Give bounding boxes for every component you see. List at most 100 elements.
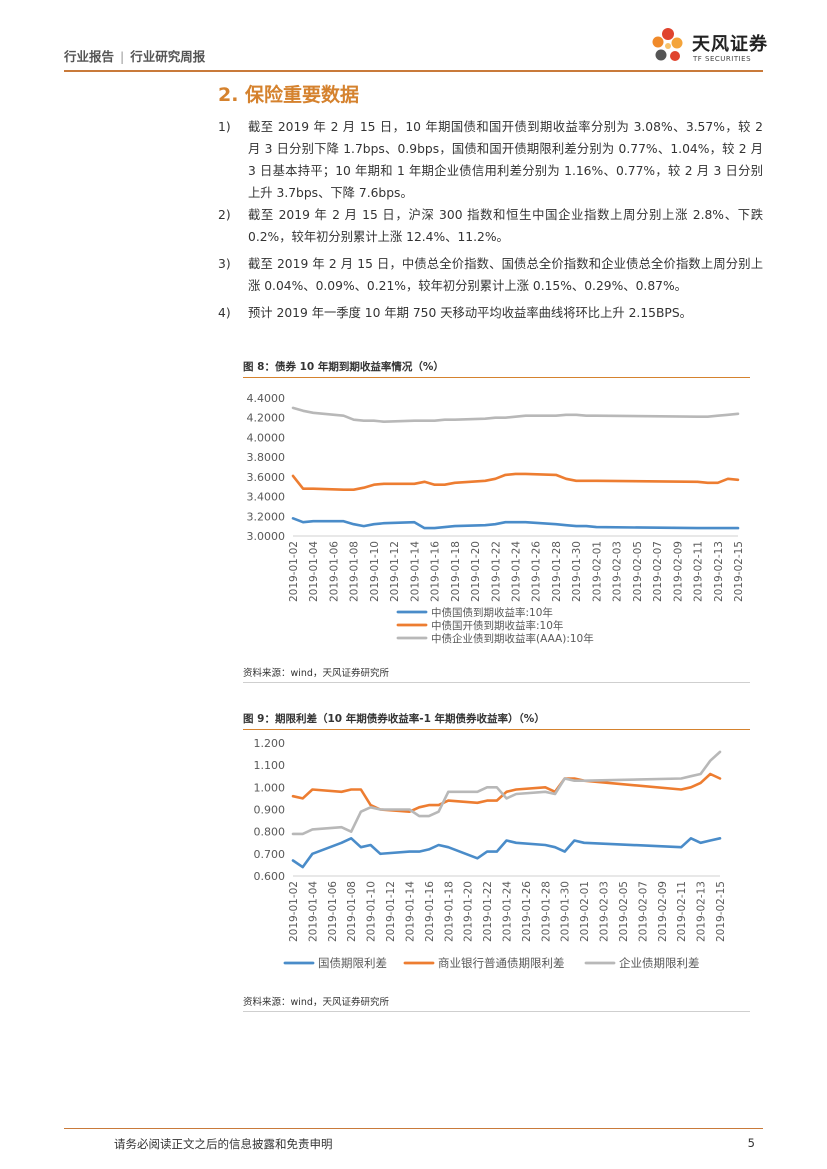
- x-tick-label: 2019-01-18: [450, 541, 462, 602]
- series-line: [291, 406, 740, 424]
- x-tick-label: 2019-01-04: [308, 541, 320, 602]
- y-tick-label: 0.600: [254, 870, 286, 883]
- legend-label: 中债国债到期收益率:10年: [431, 606, 553, 619]
- figure-8-rule: [243, 377, 750, 378]
- series-line: [291, 837, 722, 869]
- x-tick-label: 2019-01-10: [366, 881, 378, 942]
- item-text: 截至 2019 年 2 月 15 日，中债总全价指数、国债总全价指数和企业债总全…: [248, 257, 763, 293]
- x-tick-label: 2019-02-03: [599, 881, 611, 942]
- x-tick-label: 2019-01-08: [346, 881, 358, 942]
- series-line: [291, 750, 722, 836]
- x-tick-label: 2019-02-11: [693, 541, 705, 602]
- x-tick-label: 2019-01-30: [560, 881, 572, 942]
- y-tick-label: 1.200: [254, 737, 286, 750]
- y-tick-label: 1.000: [254, 781, 286, 794]
- legend-label: 中债国开债到期收益率:10年: [431, 619, 563, 632]
- figure-8-source-rule: [243, 682, 750, 683]
- x-tick-label: 2019-02-13: [713, 541, 725, 602]
- y-tick-label: 4.0000: [247, 431, 286, 444]
- x-tick-label: 2019-02-07: [652, 541, 664, 602]
- list-item: 4) 预计 2019 年一季度 10 年期 750 天移动平均收益率曲线将环比上…: [218, 302, 763, 324]
- x-tick-label: 2019-01-08: [349, 541, 361, 602]
- x-tick-label: 2019-02-01: [591, 541, 603, 602]
- x-tick-label: 2019-01-28: [540, 881, 552, 942]
- report-type: 行业报告: [64, 49, 115, 64]
- report-subtype: 行业研究周报: [130, 49, 206, 64]
- item-number: 4): [218, 306, 231, 320]
- x-tick-label: 2019-01-24: [502, 881, 514, 942]
- list-item: 1) 截至 2019 年 2 月 15 日，10 年期国债和国开债到期收益率分别…: [218, 116, 763, 204]
- y-tick-label: 3.8000: [247, 451, 286, 464]
- x-tick-label: 2019-01-22: [482, 881, 494, 942]
- x-tick-label: 2019-01-10: [369, 541, 381, 602]
- figure-9-source: 资料来源：wind，天风证券研究所: [243, 997, 389, 1008]
- y-tick-label: 0.700: [254, 848, 286, 861]
- x-tick-label: 2019-02-09: [657, 881, 669, 942]
- x-tick-label: 2019-01-14: [409, 541, 421, 602]
- footer-rule: [64, 1128, 763, 1129]
- item-number: 1): [218, 120, 231, 134]
- x-tick-label: 2019-01-20: [463, 881, 475, 942]
- x-tick-label: 2019-01-22: [490, 541, 502, 602]
- y-tick-label: 4.2000: [247, 412, 286, 425]
- series-line: [291, 517, 740, 530]
- item-number: 2): [218, 208, 231, 222]
- x-tick-label: 2019-02-09: [672, 541, 684, 602]
- x-tick-label: 2019-01-16: [430, 541, 442, 602]
- x-tick-label: 2019-02-11: [676, 881, 688, 942]
- item-number: 3): [218, 257, 231, 271]
- company-logo: 天风证券 TF SECURITIES: [650, 26, 768, 70]
- item-text: 截至 2019 年 2 月 15 日，10 年期国债和国开债到期收益率分别为 3…: [248, 120, 763, 200]
- y-tick-label: 0.800: [254, 826, 286, 839]
- x-tick-label: 2019-01-12: [389, 541, 401, 602]
- x-tick-label: 2019-02-01: [579, 881, 591, 942]
- figure-9-title: 图 9：期限利差（10 年期债券收益率-1 年期债券收益率）（%）: [243, 713, 545, 725]
- list-item: 2) 截至 2019 年 2 月 15 日，沪深 300 指数和恒生中国企业指数…: [218, 204, 763, 248]
- header-rule: [64, 70, 763, 72]
- x-tick-label: 2019-01-02: [288, 881, 300, 942]
- page-number: 5: [747, 1136, 755, 1150]
- x-tick-label: 2019-01-04: [307, 881, 319, 942]
- item-text: 预计 2019 年一季度 10 年期 750 天移动平均收益率曲线将环比上升 2…: [248, 306, 692, 320]
- x-tick-label: 2019-02-15: [715, 881, 727, 942]
- item-text: 截至 2019 年 2 月 15 日，沪深 300 指数和恒生中国企业指数上周分…: [248, 208, 763, 244]
- legend-label: 国债期限利差: [318, 956, 387, 970]
- y-tick-label: 0.900: [254, 804, 286, 817]
- footer-disclaimer: 请务必阅读正文之后的信息披露和免责申明: [114, 1137, 333, 1151]
- legend-label: 企业债期限利差: [619, 956, 700, 970]
- figure-9-source-rule: [243, 1011, 750, 1012]
- legend-label: 商业银行普通债期限利差: [438, 956, 565, 970]
- x-tick-label: 2019-01-02: [288, 541, 300, 602]
- logo-chinese-name: 天风证券: [692, 34, 768, 55]
- x-tick-label: 2019-01-12: [385, 881, 397, 942]
- section-title: 2. 保险重要数据: [218, 84, 360, 106]
- figure-8-title: 图 8：债券 10 年期到期收益率情况（%）: [243, 361, 444, 373]
- series-line: [291, 772, 722, 813]
- x-tick-label: 2019-01-18: [443, 881, 455, 942]
- x-tick-label: 2019-01-14: [404, 881, 416, 942]
- logo-english-name: TF SECURITIES: [693, 55, 752, 63]
- y-tick-label: 3.6000: [247, 471, 286, 484]
- x-tick-label: 2019-02-13: [696, 881, 708, 942]
- x-tick-label: 2019-02-07: [637, 881, 649, 942]
- x-tick-label: 2019-01-20: [470, 541, 482, 602]
- y-tick-label: 4.4000: [247, 392, 286, 405]
- figure-9-chart: 0.600 0.700 0.800 0.900 1.000 1.100 1.200 2019-…: [254, 737, 728, 970]
- x-tick-label: 2019-01-24: [511, 541, 523, 602]
- logo-mark-icon: [652, 28, 683, 61]
- y-tick-label: 1.100: [254, 759, 286, 772]
- x-tick-label: 2019-02-05: [618, 881, 630, 942]
- x-tick-label: 2019-01-06: [327, 881, 339, 942]
- legend-label: 中债企业债到期收益率(AAA):10年: [431, 632, 594, 645]
- x-tick-label: 2019-02-03: [612, 541, 624, 602]
- y-tick-label: 3.4000: [247, 491, 286, 504]
- x-tick-label: 2019-01-30: [571, 541, 583, 602]
- x-tick-label: 2019-01-26: [521, 881, 533, 942]
- figure-8-chart: 3.0000 3.2000 3.4000 3.6000 3.8000 4.0000 4.20…: [247, 392, 746, 645]
- y-tick-label: 3.0000: [247, 530, 286, 543]
- x-tick-label: 2019-01-16: [424, 881, 436, 942]
- figure-8-source: 资料来源：wind，天风证券研究所: [243, 668, 389, 679]
- series-line: [291, 472, 740, 491]
- x-tick-label: 2019-01-26: [531, 541, 543, 602]
- report-header: 行业报告 | 行业研究周报: [64, 46, 205, 65]
